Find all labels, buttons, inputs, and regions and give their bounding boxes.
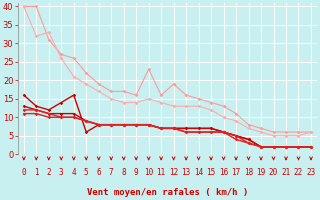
X-axis label: Vent moyen/en rafales ( km/h ): Vent moyen/en rafales ( km/h ) [87, 188, 248, 197]
